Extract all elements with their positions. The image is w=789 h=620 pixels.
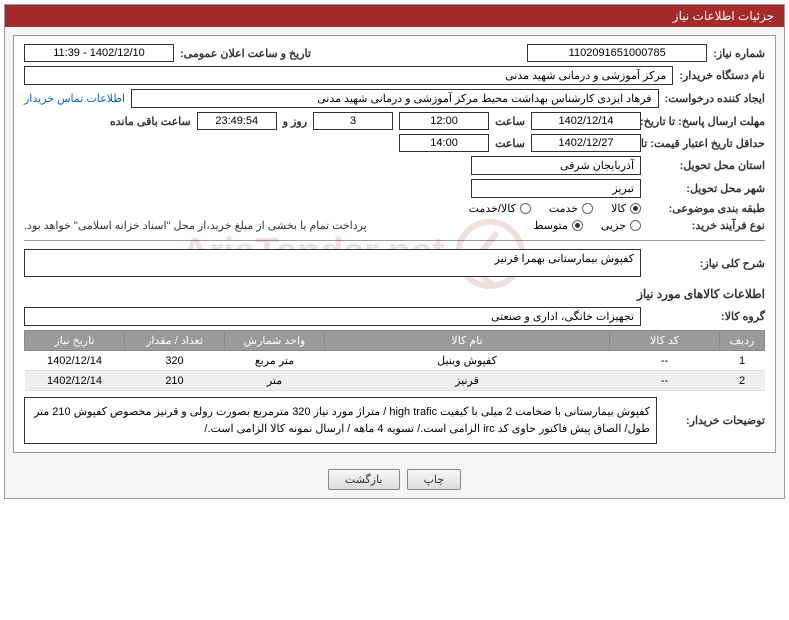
- announce-value: 1402/12/10 - 11:39: [24, 44, 174, 62]
- back-button[interactable]: بازگشت: [328, 469, 400, 490]
- buyer-org-value: مرکز آموزشی و درمانی شهید مدنی: [24, 66, 673, 85]
- deadline-label: مهلت ارسال پاسخ: تا تاریخ:: [647, 115, 765, 128]
- table-row: 1 -- کفپوش وینیل متر مربع 320 1402/12/14: [25, 351, 765, 371]
- window-frame: جزئیات اطلاعات نیاز AriaTender.net شماره…: [4, 4, 785, 499]
- purchase-type-label: نوع فرآیند خرید:: [647, 219, 765, 232]
- payment-note: پرداخت تمام یا بخشی از مبلغ خرید،از محل …: [24, 219, 367, 232]
- days-and-label: روز و: [283, 115, 307, 128]
- buyer-notes-value: کفپوش بیمارستانی با ضخامت 2 میلی با کیفی…: [24, 397, 657, 444]
- radio-goods[interactable]: کالا: [611, 202, 641, 215]
- goods-group-label: گروه کالا:: [647, 310, 765, 323]
- buyer-contact-link[interactable]: اطلاعات تماس خریدار: [24, 92, 125, 105]
- announce-label: تاریخ و ساعت اعلان عمومی:: [180, 47, 311, 60]
- purchase-radio-group: جزیی متوسط: [533, 219, 641, 232]
- province-value: آذربایجان شرقی: [471, 156, 641, 175]
- response-time: 12:00: [399, 112, 489, 130]
- validity-date: 1402/12/27: [531, 134, 641, 152]
- city-label: شهر محل تحویل:: [647, 182, 765, 195]
- th-code: کد کالا: [610, 331, 720, 351]
- items-table: ردیف کد کالا نام کالا واحد شمارش تعداد /…: [24, 330, 765, 391]
- category-radio-group: کالا خدمت کالا/خدمت: [469, 202, 641, 215]
- goods-group-value: تجهیزات خانگی، اداری و صنعتی: [24, 307, 641, 326]
- buyer-notes-label: توضیحات خریدار:: [665, 414, 765, 427]
- city-value: تبریز: [471, 179, 641, 198]
- validity-time: 14:00: [399, 134, 489, 152]
- th-row: ردیف: [720, 331, 765, 351]
- radio-small[interactable]: جزیی: [601, 219, 641, 232]
- general-desc-value: کفپوش بیمارستانی بهمرا قرنیز: [24, 249, 641, 277]
- buyer-org-label: نام دستگاه خریدار:: [679, 69, 765, 82]
- time-label-2: ساعت: [495, 137, 525, 150]
- content-panel: AriaTender.net شماره نیاز: 1102091651000…: [13, 35, 776, 453]
- th-name: نام کالا: [325, 331, 610, 351]
- separator-1: [24, 240, 765, 241]
- title-bar: جزئیات اطلاعات نیاز: [5, 5, 784, 27]
- response-date: 1402/12/14: [531, 112, 641, 130]
- radio-service[interactable]: خدمت: [549, 202, 593, 215]
- time-label-1: ساعت: [495, 115, 525, 128]
- validity-label: حداقل تاریخ اعتبار قیمت: تا تاریخ:: [647, 137, 765, 150]
- days-remaining: 3: [313, 112, 393, 130]
- th-unit: واحد شمارش: [225, 331, 325, 351]
- requester-label: ایجاد کننده درخواست:: [665, 92, 765, 105]
- category-label: طبقه بندی موضوعی:: [647, 202, 765, 215]
- remaining-label: ساعت باقی مانده: [110, 115, 191, 128]
- th-qty: تعداد / مقدار: [125, 331, 225, 351]
- radio-medium[interactable]: متوسط: [533, 219, 583, 232]
- need-no-label: شماره نیاز:: [713, 47, 765, 60]
- need-no-value: 1102091651000785: [527, 44, 707, 62]
- time-remaining: 23:49:54: [197, 112, 277, 130]
- th-date: تاریخ نیاز: [25, 331, 125, 351]
- requester-value: فرهاد ایزدی کارشناس بهداشت محیط مرکز آمو…: [131, 89, 659, 108]
- button-row: چاپ بازگشت: [5, 461, 784, 498]
- province-label: استان محل تحویل:: [647, 159, 765, 172]
- table-row: 2 -- قرنیز متر 210 1402/12/14: [25, 371, 765, 391]
- radio-goods-service[interactable]: کالا/خدمت: [469, 202, 531, 215]
- print-button[interactable]: چاپ: [407, 469, 462, 490]
- general-desc-label: شرح کلی نیاز:: [647, 257, 765, 270]
- items-heading: اطلاعات کالاهای مورد نیاز: [24, 287, 765, 301]
